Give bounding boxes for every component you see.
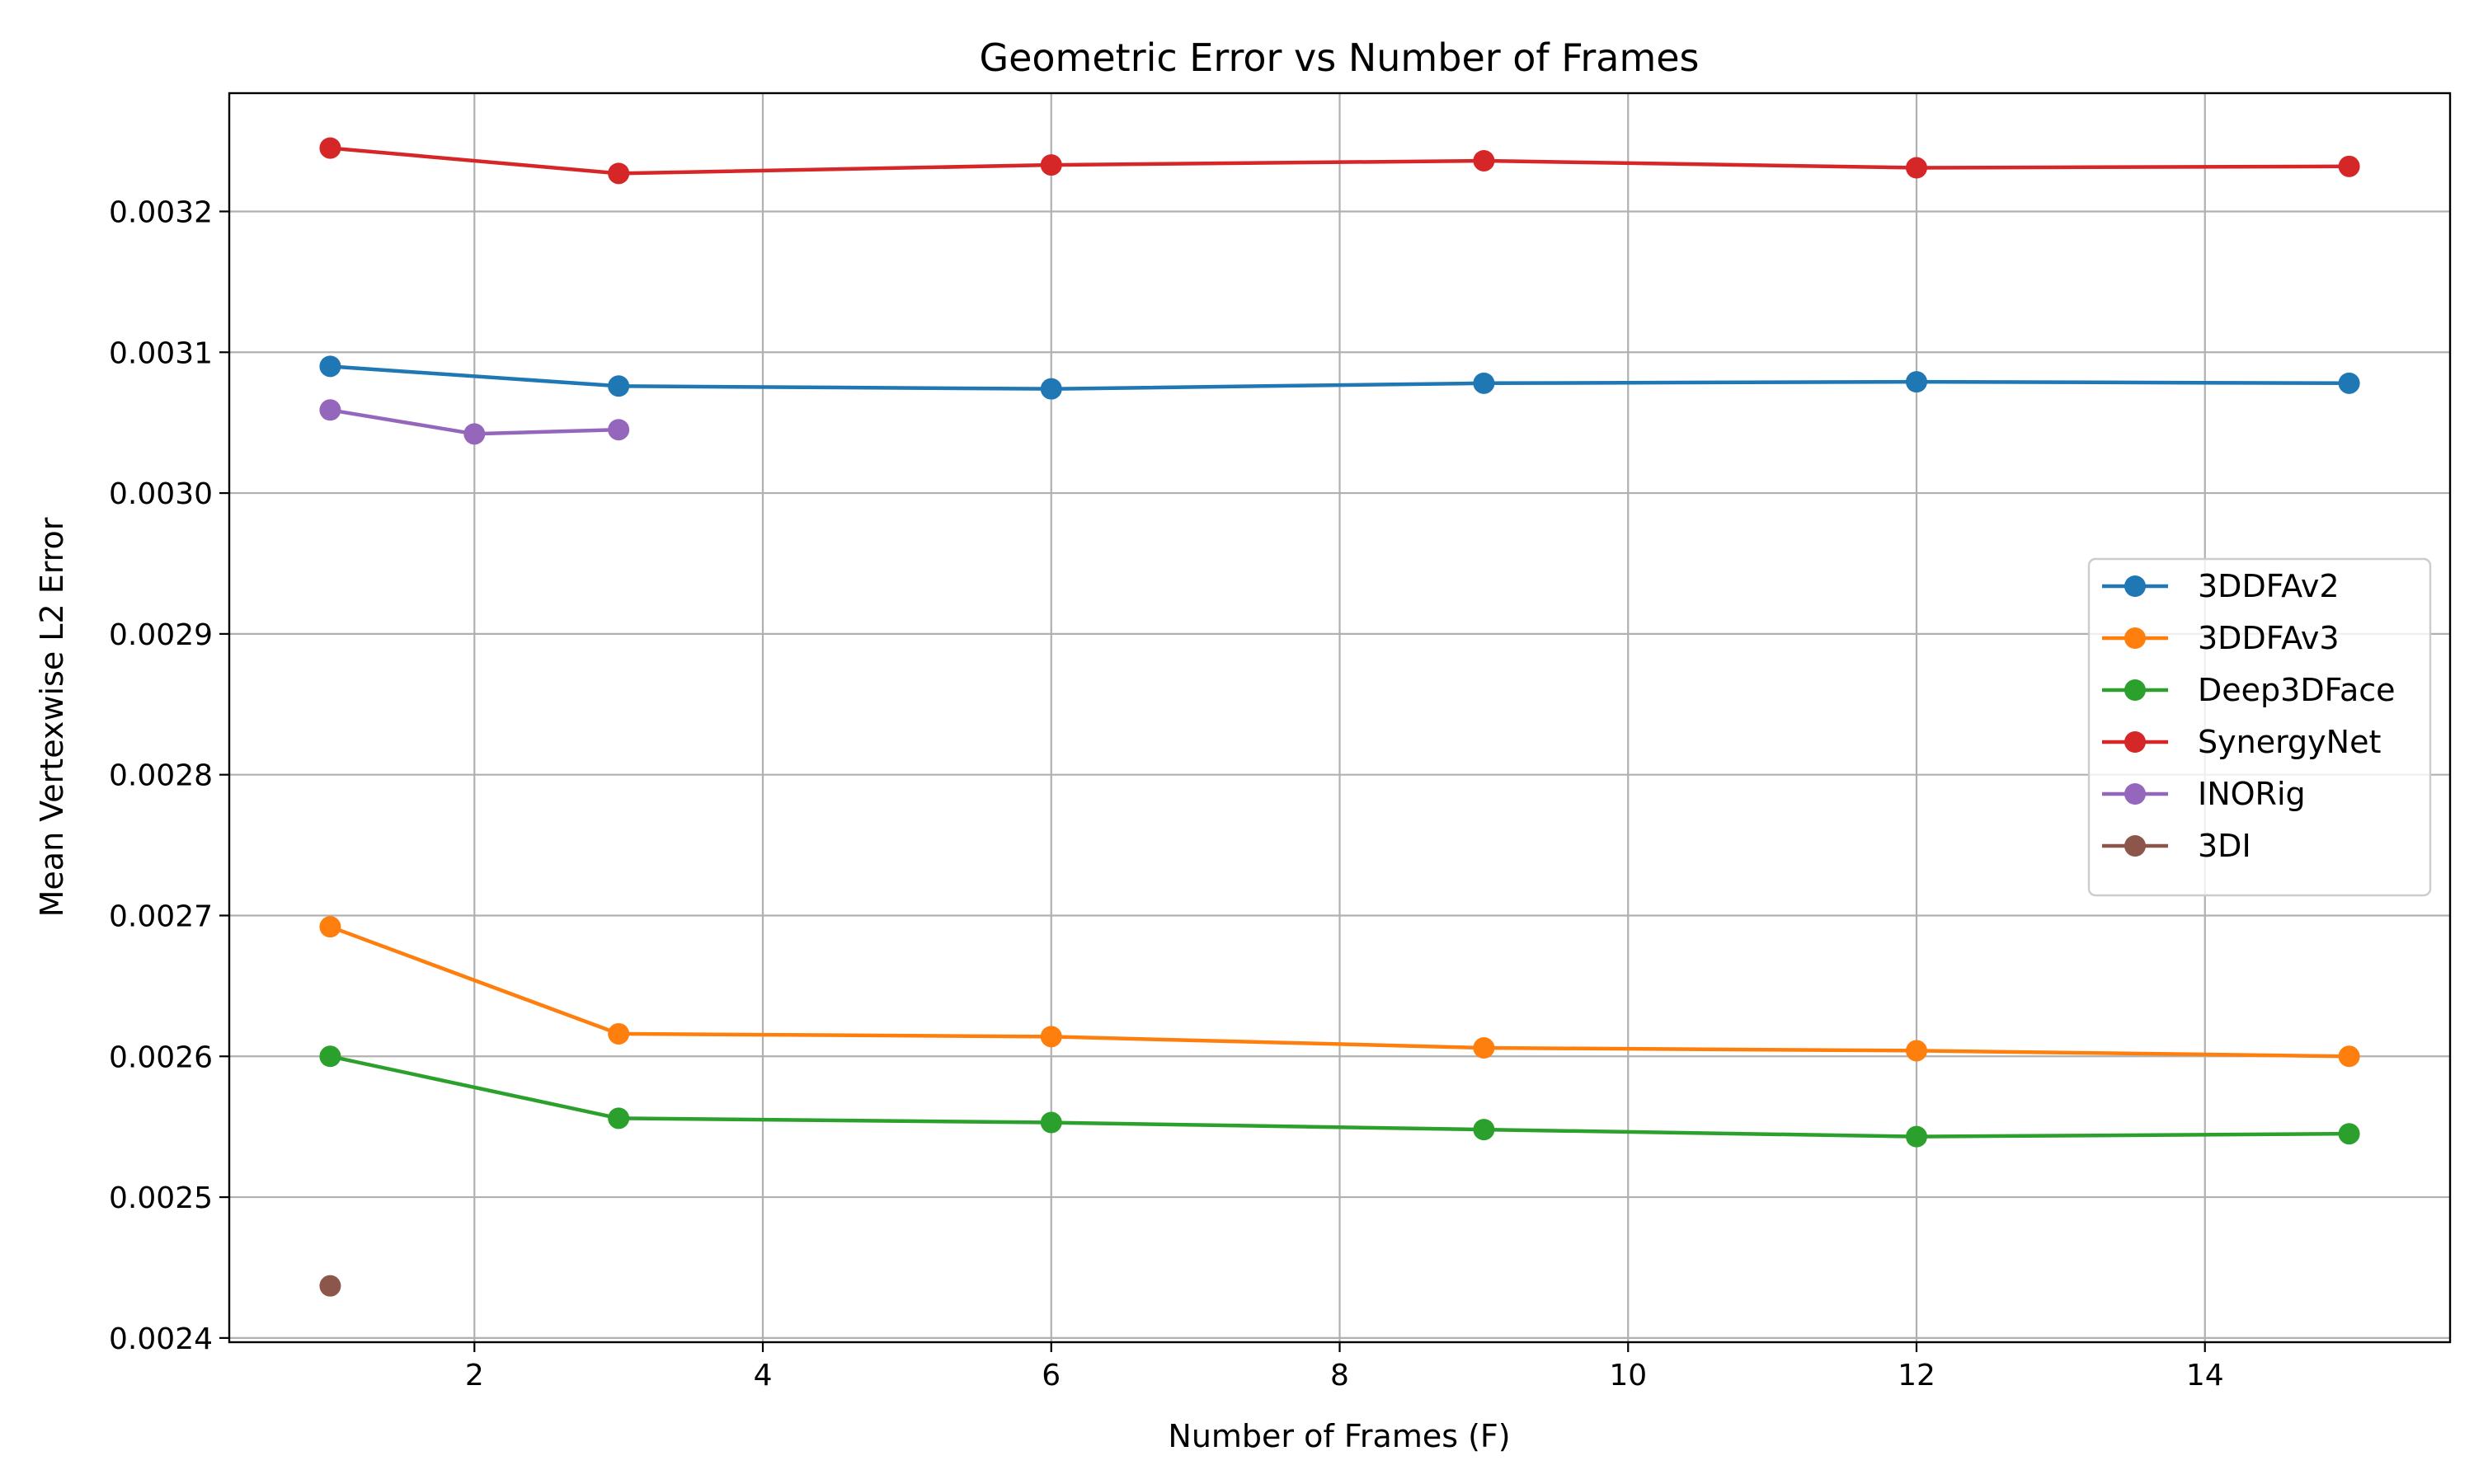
- legend-marker-swatch: [2124, 575, 2146, 597]
- legend-marker-swatch: [2124, 627, 2146, 649]
- data-point-synergynet: [319, 137, 341, 159]
- data-point-3ddfav3: [319, 916, 341, 938]
- series-inorig: [319, 399, 630, 445]
- axis-ticks: 2 4 6 8 10 12 14 0.0024 0.0025 0.0026 0.0027 0.0028…: [109, 195, 2224, 1392]
- data-point-inorig: [463, 423, 486, 445]
- series-line-synergynet: [327, 146, 2351, 176]
- legend-entry-3ddfav2: 3DDFAv2: [2102, 568, 2340, 604]
- data-point-deep3dface: [2338, 1123, 2360, 1145]
- x-tick-label: 4: [754, 1359, 773, 1392]
- data-point-3ddfav3: [1905, 1040, 1927, 1062]
- y-axis-label: Mean Vertexwise L2 Error: [34, 517, 70, 917]
- data-point-3ddfav2: [1905, 371, 1927, 393]
- y-tick-label: 0.0024: [109, 1322, 213, 1356]
- data-point-synergynet: [1905, 157, 1927, 179]
- legend-entry-inorig: INORig: [2102, 776, 2306, 812]
- legend-marker-swatch: [2124, 783, 2146, 805]
- x-tick-label: 8: [1330, 1359, 1349, 1392]
- data-point-3ddfav2: [1473, 372, 1495, 394]
- legend: 3DDFAv2 3DDFAv3 Deep3DFace SynergyNet INORig…: [2087, 557, 2432, 897]
- data-point-3di: [319, 1275, 341, 1297]
- legend-label: SynergyNet: [2198, 724, 2381, 760]
- x-tick-label: 14: [2186, 1359, 2224, 1392]
- data-point-inorig: [608, 419, 630, 441]
- data-point-synergynet: [1473, 149, 1495, 171]
- data-point-3ddfav3: [608, 1022, 630, 1045]
- legend-marker-swatch: [2124, 835, 2146, 857]
- data-point-3ddfav2: [2338, 372, 2360, 394]
- data-point-deep3dface: [1473, 1119, 1495, 1141]
- y-tick-label: 0.0031: [109, 336, 213, 370]
- y-tick-label: 0.0028: [109, 759, 213, 793]
- y-tick-label: 0.0026: [109, 1040, 213, 1074]
- data-point-3ddfav2: [319, 355, 341, 378]
- data-point-inorig: [319, 399, 341, 421]
- series-3ddfav2: [319, 355, 2360, 400]
- legend-entry-synergynet: SynergyNet: [2102, 724, 2381, 760]
- legend-label: Deep3DFace: [2198, 672, 2396, 708]
- data-point-synergynet: [608, 162, 630, 185]
- y-tick-label: 0.0027: [109, 899, 213, 933]
- data-point-deep3dface: [319, 1045, 341, 1068]
- legend-marker-swatch: [2124, 679, 2146, 701]
- legend-label: 3DDFAv2: [2198, 568, 2340, 604]
- data-point-synergynet: [2338, 155, 2360, 177]
- legend-entry-3ddfav3: 3DDFAv3: [2102, 620, 2340, 656]
- series-line-3ddfav3: [327, 924, 2351, 1059]
- data-point-3ddfav3: [1040, 1026, 1062, 1048]
- y-tick-label: 0.0030: [109, 477, 213, 511]
- y-tick-label: 0.0029: [109, 618, 213, 652]
- series-line-deep3dface: [327, 1054, 2351, 1139]
- legend-entry-deep3dface: Deep3DFace: [2102, 672, 2396, 708]
- legend-label: INORig: [2198, 776, 2306, 812]
- data-point-3ddfav3: [1473, 1037, 1495, 1059]
- data-point-3ddfav3: [2338, 1045, 2360, 1068]
- series-line-3ddfav2: [328, 364, 2351, 391]
- data-point-deep3dface: [608, 1107, 630, 1129]
- y-tick-label: 0.0025: [109, 1181, 213, 1215]
- y-tick-label: 0.0032: [109, 195, 213, 229]
- series-deep3dface: [319, 1045, 2360, 1148]
- chart-title: Geometric Error vs Number of Frames: [979, 35, 1699, 80]
- legend-label: 3DI: [2198, 828, 2251, 864]
- grid-lines: [229, 93, 2450, 1342]
- plot-series: [319, 137, 2360, 1297]
- data-point-3ddfav2: [608, 375, 630, 397]
- series-synergynet: [319, 137, 2360, 185]
- x-tick-label: 6: [1042, 1359, 1061, 1392]
- series-3ddfav3: [319, 916, 2360, 1068]
- x-tick-label: 12: [1898, 1359, 1935, 1392]
- x-axis-label: Number of Frames (F): [1168, 1418, 1510, 1454]
- legend-label: 3DDFAv3: [2198, 620, 2340, 656]
- legend-box: [2087, 557, 2432, 897]
- legend-entry-3di: 3DI: [2102, 828, 2251, 864]
- data-point-3ddfav2: [1040, 378, 1062, 400]
- series-3di: [319, 1275, 341, 1297]
- x-tick-label: 10: [1609, 1359, 1647, 1392]
- data-point-deep3dface: [1040, 1111, 1062, 1134]
- x-tick-label: 2: [465, 1359, 484, 1392]
- legend-marker-swatch: [2124, 731, 2146, 753]
- data-point-deep3dface: [1905, 1125, 1927, 1148]
- data-point-synergynet: [1040, 154, 1062, 176]
